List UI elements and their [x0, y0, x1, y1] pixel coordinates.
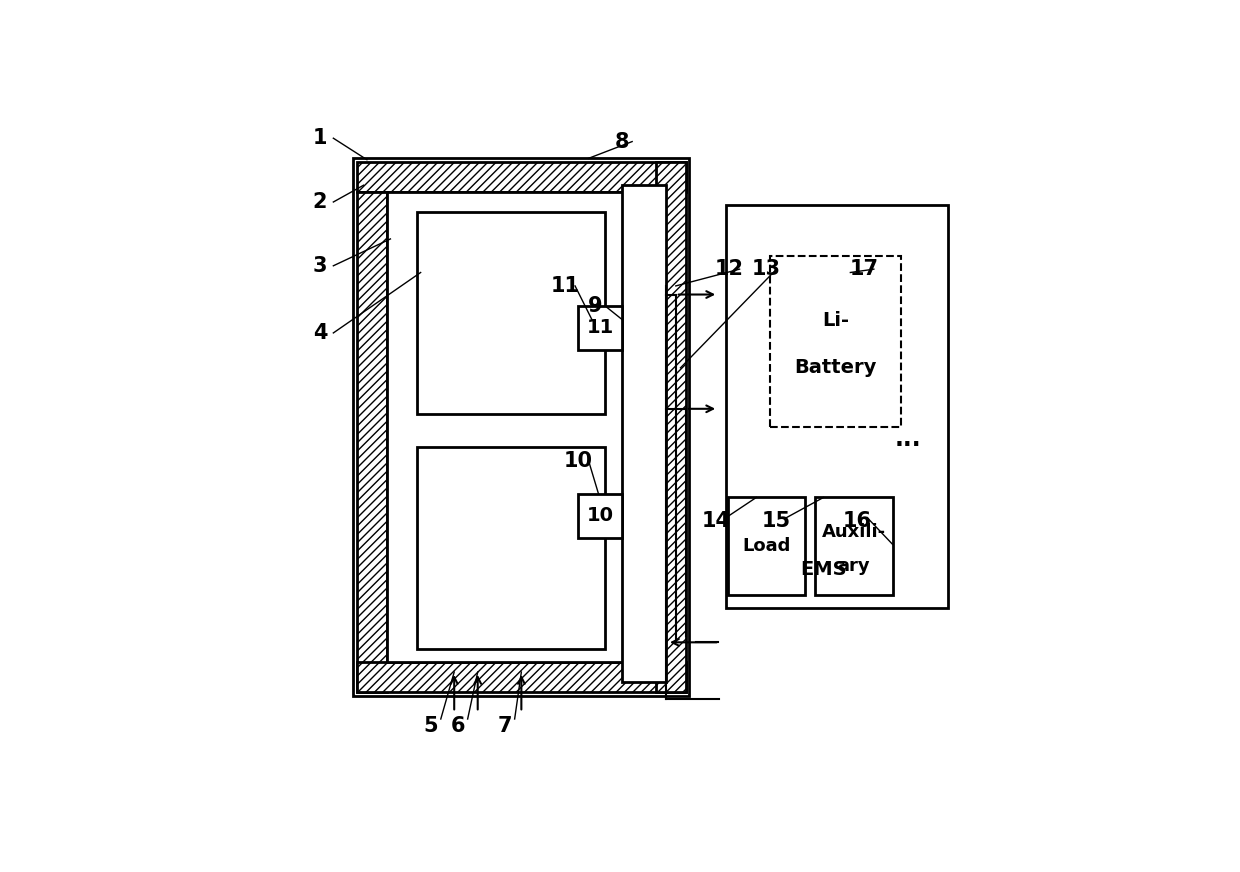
Text: Auxili-: Auxili- — [822, 522, 887, 541]
Bar — [357, 192, 387, 692]
Text: 10: 10 — [564, 451, 593, 471]
Bar — [353, 159, 689, 696]
Text: ary: ary — [838, 556, 870, 575]
Text: 8: 8 — [615, 132, 630, 152]
Text: 7: 7 — [497, 716, 512, 736]
Text: 2: 2 — [312, 192, 327, 212]
Text: Li-: Li- — [822, 311, 848, 330]
Bar — [770, 255, 900, 427]
Bar — [418, 212, 605, 413]
Bar — [578, 306, 622, 350]
Text: 9: 9 — [588, 296, 603, 316]
Text: 5: 5 — [423, 716, 438, 736]
Text: 11: 11 — [587, 318, 614, 337]
Bar — [656, 161, 686, 692]
Text: Battery: Battery — [794, 358, 877, 377]
Text: 4: 4 — [312, 323, 327, 343]
Text: 16: 16 — [842, 511, 872, 531]
Text: EMS: EMS — [800, 561, 847, 580]
Text: 10: 10 — [587, 507, 614, 526]
Text: ...: ... — [894, 427, 921, 451]
Bar — [578, 494, 622, 538]
Bar — [728, 497, 805, 595]
Text: 1: 1 — [312, 128, 327, 148]
Text: 11: 11 — [551, 276, 579, 296]
Bar — [418, 447, 605, 649]
Text: 17: 17 — [849, 259, 878, 279]
Text: 15: 15 — [761, 511, 791, 531]
Bar — [387, 192, 656, 662]
Text: 14: 14 — [702, 511, 730, 531]
Text: 13: 13 — [751, 259, 781, 279]
Bar — [727, 205, 947, 609]
Bar — [622, 185, 666, 682]
Bar — [357, 161, 686, 192]
Text: 3: 3 — [312, 255, 327, 276]
Text: 12: 12 — [715, 259, 744, 279]
Text: 6: 6 — [450, 716, 465, 736]
Bar — [357, 662, 686, 692]
Text: Load: Load — [743, 537, 791, 555]
Bar — [816, 497, 893, 595]
